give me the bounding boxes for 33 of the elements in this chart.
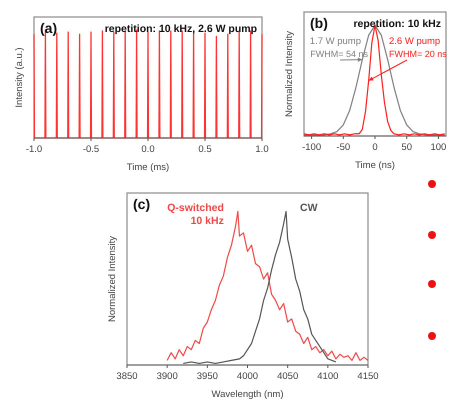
x-tick-label: -1.0	[26, 144, 42, 155]
x-tick-label: -50	[336, 142, 350, 153]
annotation: (c)	[133, 196, 150, 212]
y-axis-title: Normalized Intensity	[284, 30, 295, 118]
x-axis-title: Time (ns)	[355, 160, 395, 171]
x-tick-label: 0	[372, 142, 378, 153]
annotation: (b)	[310, 15, 328, 31]
x-tick-label: -0.5	[82, 144, 100, 155]
x-tick-label: 3850	[116, 371, 138, 382]
annotation: (a)	[40, 20, 58, 36]
annotation: FWHM= 20 ns	[389, 49, 448, 59]
series-label: 2.6 W pump	[389, 36, 440, 47]
x-tick-label: 4050	[277, 371, 298, 382]
x-tick-label: 3950	[196, 371, 218, 382]
chart-title: repetition: 10 kHz, 2.6 W pump	[104, 23, 257, 35]
x-tick-label: 4000	[236, 371, 258, 382]
x-tick-label: -100	[302, 142, 322, 153]
x-tick-label: 1.0	[255, 144, 269, 155]
x-axis-title: Time (ms)	[126, 162, 170, 173]
x-tick-label: 3900	[156, 371, 178, 382]
x-tick-label: 0.5	[198, 144, 212, 155]
x-tick-label: 100	[430, 142, 446, 153]
x-tick-label: 0.0	[141, 144, 155, 155]
x-tick-label: 4100	[317, 371, 338, 382]
y-axis-title: Normalized Intensity	[107, 236, 118, 322]
y-axis-title: Intensity (a.u.)	[14, 47, 25, 108]
series-label: CW	[300, 202, 318, 214]
series-label: 1.7 W pump	[310, 36, 361, 47]
x-tick-label: 4150	[357, 371, 379, 382]
series-label: Q-switched 10 kHz	[167, 202, 224, 227]
x-axis-title: Wavelength (nm)	[212, 389, 284, 400]
x-tick-label: 50	[401, 142, 412, 153]
chart-title: repetition: 10 kHz	[353, 18, 441, 30]
